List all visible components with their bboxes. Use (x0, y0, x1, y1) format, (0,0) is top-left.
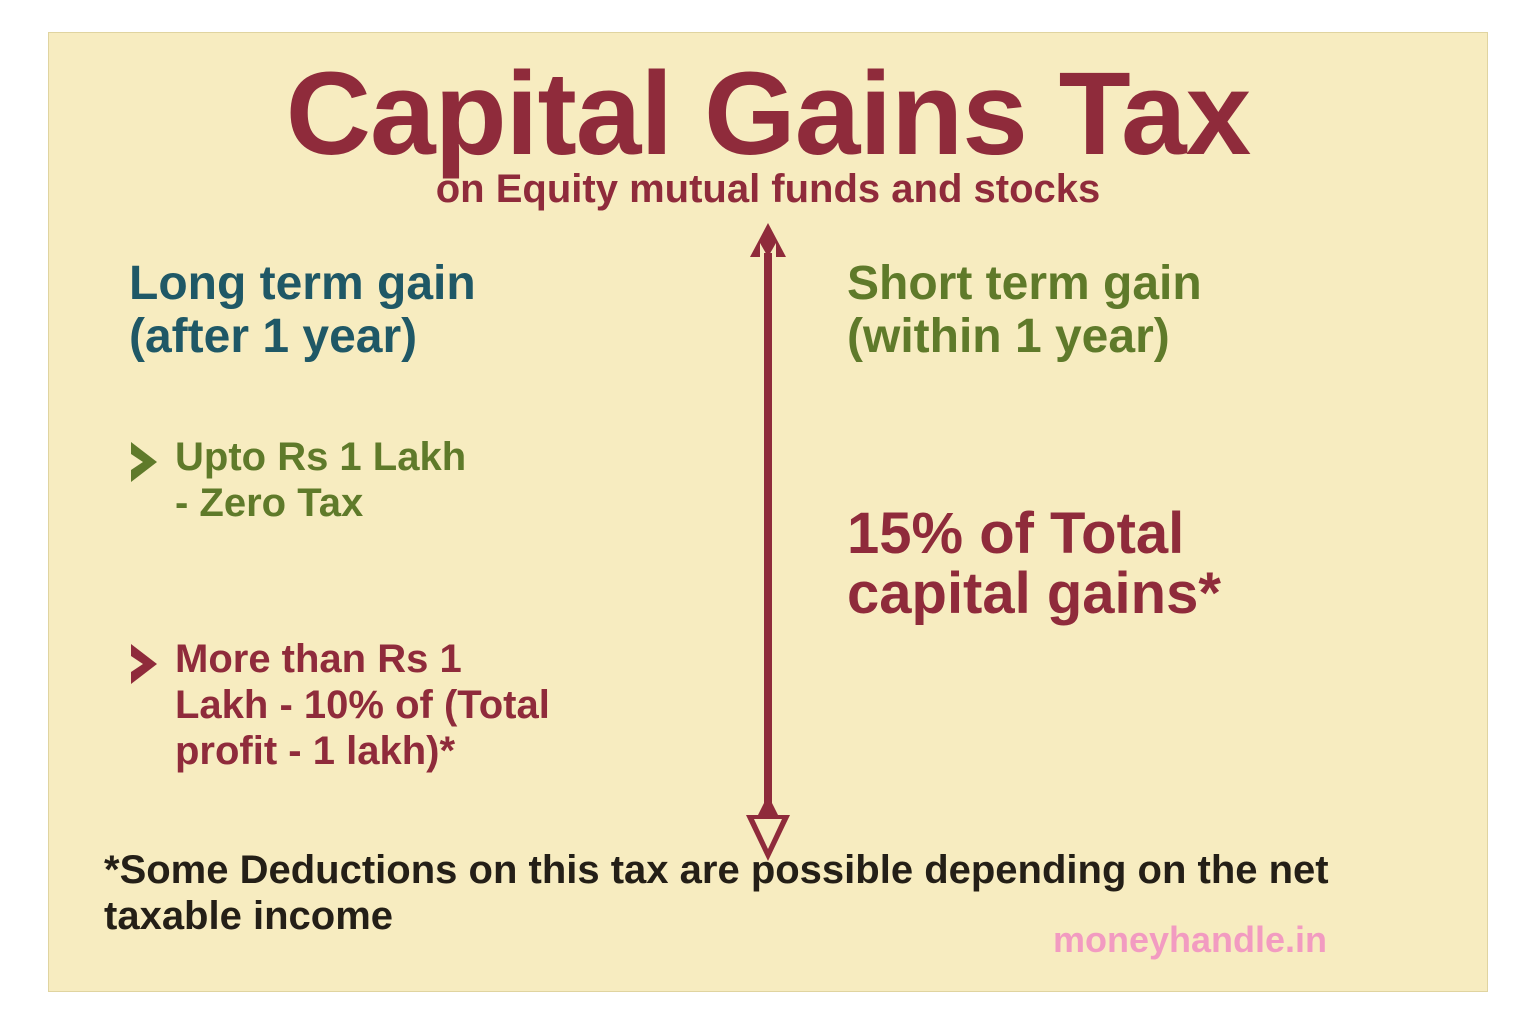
long-term-bullet-1-text: Upto Rs 1 Lakh - Zero Tax (175, 434, 466, 526)
main-title: Capital Gains Tax (49, 33, 1487, 173)
long-term-column: Long term gain (after 1 year) Upto Rs 1 … (129, 258, 689, 774)
long-term-bullet-1: Upto Rs 1 Lakh - Zero Tax (129, 434, 689, 526)
infographic-card: Capital Gains Tax on Equity mutual funds… (48, 32, 1488, 992)
short-term-heading-line2: (within 1 year) (847, 310, 1170, 363)
long-term-heading-line2: (after 1 year) (129, 310, 417, 363)
subtitle: on Equity mutual funds and stocks (49, 169, 1487, 209)
short-term-rate: 15% of Total capital gains* (847, 504, 1407, 626)
brand-watermark: moneyhandle.in (1053, 919, 1327, 961)
short-term-heading: Short term gain (within 1 year) (847, 258, 1407, 364)
center-arrow-icon (738, 223, 798, 863)
chevron-right-icon (129, 642, 165, 686)
long-term-heading-line1: Long term gain (129, 257, 476, 310)
long-term-heading: Long term gain (after 1 year) (129, 258, 689, 364)
short-term-heading-line1: Short term gain (847, 257, 1202, 310)
chevron-right-icon (129, 440, 165, 484)
short-term-column: Short term gain (within 1 year) 15% of T… (847, 258, 1407, 625)
long-term-bullet-2: More than Rs 1 Lakh - 10% of (Total prof… (129, 636, 689, 774)
long-term-bullet-2-text: More than Rs 1 Lakh - 10% of (Total prof… (175, 636, 550, 774)
